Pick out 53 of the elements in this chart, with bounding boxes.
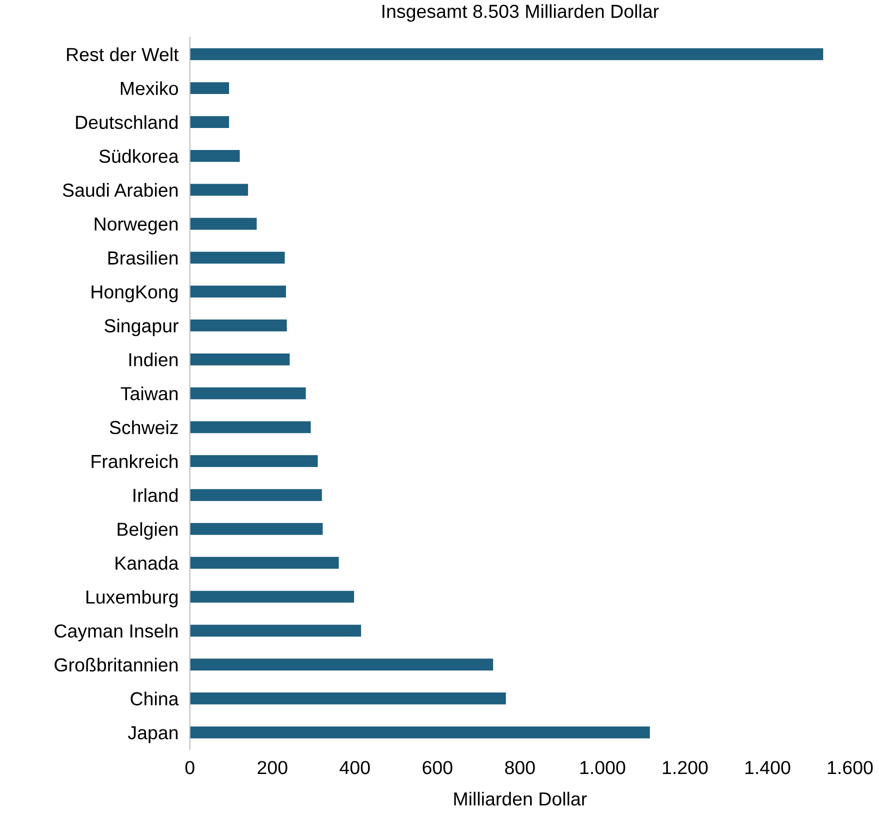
bar [190, 116, 230, 128]
y-tick-label: HongKong [92, 285, 178, 302]
y-tick-label: Mexiko [120, 81, 178, 96]
y-tick-label: Schweiz [110, 420, 178, 434]
bar [190, 48, 824, 60]
bar [190, 658, 494, 671]
y-tick-label: China [130, 692, 179, 706]
y-tick-label: Saudi Arabien [62, 183, 178, 197]
bar [190, 286, 286, 298]
y-tick-label: Kanada [116, 556, 179, 570]
x-tick-label: 200 [258, 760, 288, 774]
bar [190, 387, 306, 400]
x-tick-label: 1.600 [828, 760, 873, 774]
bar [190, 82, 230, 94]
bar [190, 353, 290, 366]
y-tick-label: Indien [129, 352, 178, 366]
bar [190, 489, 322, 501]
y-tick-label: Irland [134, 488, 178, 502]
x-tick-label: 1.200 [662, 760, 708, 774]
y-tick-label: Großbritannien [54, 658, 178, 672]
y-tick-label: Singapur [104, 318, 178, 336]
y-tick-label: Norwegen [94, 218, 178, 234]
bar [190, 624, 362, 637]
bar [190, 150, 240, 162]
y-tick-label: Luxemburg [86, 590, 178, 608]
y-tick-label: Südkorea [99, 149, 179, 163]
y-tick-label: Japan [128, 726, 178, 744]
y-tick-label: Rest der Welt [67, 47, 179, 62]
bar [190, 421, 311, 434]
bar [190, 523, 323, 535]
y-tick-label: Taiwan [120, 386, 178, 400]
bar [190, 726, 650, 738]
bar [190, 692, 506, 704]
bar [190, 590, 354, 603]
x-tick-label: 400 [340, 760, 370, 774]
bar [190, 320, 287, 332]
x-tick-label: 600 [422, 760, 452, 774]
y-tick-label: Cayman Inseln [54, 624, 178, 642]
x-tick-label: 1.000 [580, 760, 626, 774]
y-tick-label: Brasilien [108, 250, 178, 265]
bar [190, 455, 318, 468]
x-axis-title: Milliarden Dollar [454, 792, 587, 806]
bar [190, 218, 257, 230]
y-tick-label: Belgien [118, 522, 178, 540]
x-tick-label: 0 [185, 760, 194, 774]
bar [190, 556, 339, 569]
chart-title: Insgesamt 8.503 Milliarden Dollar [382, 4, 659, 22]
bar [190, 184, 248, 196]
x-tick-label: 800 [505, 760, 535, 774]
bar [190, 252, 285, 264]
y-tick-label: Frankreich [92, 454, 178, 468]
x-tick-label: 1.400 [745, 760, 790, 774]
y-tick-label: Deutschland [76, 115, 178, 130]
